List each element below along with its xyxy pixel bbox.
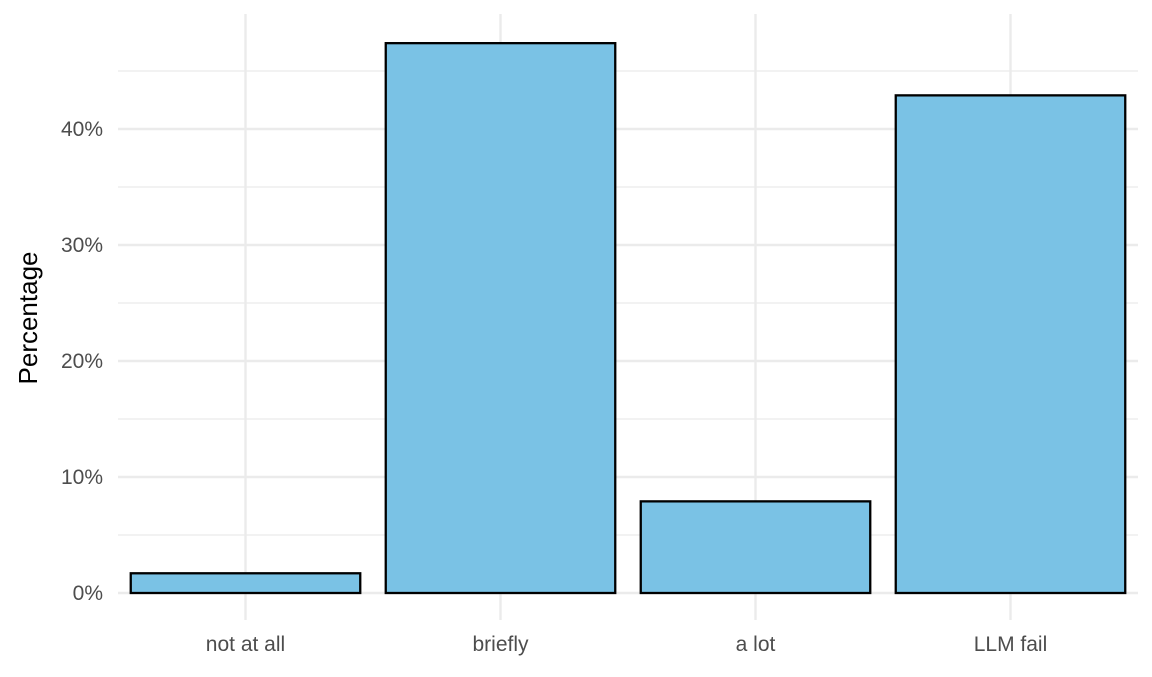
bars bbox=[129, 42, 1127, 595]
bar-a-lot bbox=[639, 500, 872, 595]
x-tick-label: LLM fail bbox=[974, 633, 1048, 656]
x-axis-tick-labels: not at all briefly a lot LLM fail bbox=[206, 633, 1047, 656]
bar-briefly bbox=[384, 42, 617, 595]
x-tick-label: a lot bbox=[736, 633, 776, 656]
y-axis-title: Percentage bbox=[13, 252, 43, 385]
y-tick-label: 0% bbox=[73, 582, 103, 605]
y-tick-label: 10% bbox=[61, 466, 103, 489]
y-tick-label: 20% bbox=[61, 350, 103, 373]
y-tick-label: 30% bbox=[61, 234, 103, 257]
x-tick-label: not at all bbox=[206, 633, 285, 656]
y-axis-tick-labels: 0% 10% 20% 30% 40% bbox=[61, 118, 103, 605]
x-tick-label: briefly bbox=[472, 633, 529, 656]
y-tick-label: 40% bbox=[61, 118, 103, 141]
bar-not-at-all bbox=[129, 572, 362, 595]
bar-llm-fail bbox=[894, 94, 1127, 595]
